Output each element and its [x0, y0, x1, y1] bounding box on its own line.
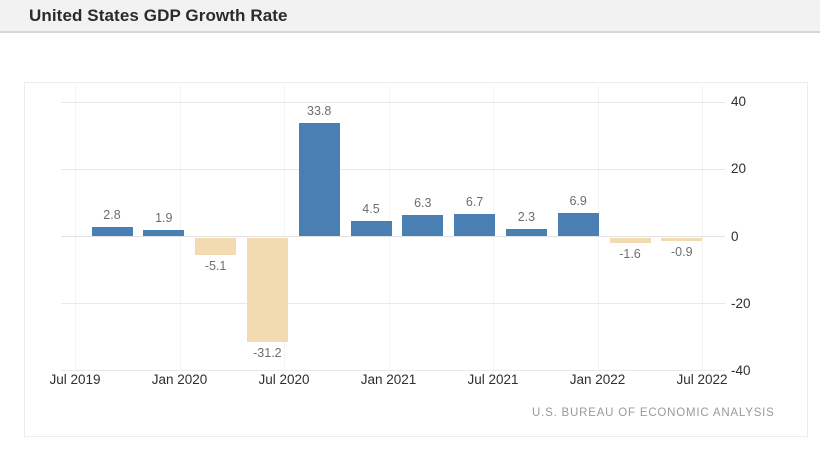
gdp-bar[interactable] — [661, 237, 703, 241]
bar-value-label: -5.1 — [204, 258, 227, 273]
gdp-bar[interactable] — [195, 237, 237, 255]
bar-value-label: -0.9 — [671, 244, 693, 259]
gdp-growth-bar-chart: Jul 2019 Jan 2020 Jul 2020 Jan 2021 Jul 2021… — [25, 83, 807, 436]
gridline-y — [61, 168, 725, 170]
gdp-bar[interactable] — [298, 123, 340, 237]
gridline-x — [75, 86, 76, 371]
gridline-y — [61, 303, 725, 305]
x-axis-label: Jan 2021 — [360, 372, 417, 387]
gdp-bar[interactable] — [557, 213, 599, 237]
bar-value-label: 4.5 — [362, 202, 380, 217]
gridline-x — [702, 86, 703, 371]
y-axis-label: 20 — [731, 161, 747, 177]
bar-value-label: 33.8 — [307, 104, 332, 119]
x-axis-label: Jan 2022 — [569, 372, 626, 387]
gridline-x — [284, 86, 285, 371]
gdp-bar[interactable] — [143, 230, 185, 237]
x-axis-label: Jul 2019 — [49, 372, 101, 387]
y-axis-label: 40 — [731, 94, 747, 110]
x-axis-label: Jul 2021 — [467, 372, 519, 387]
gridline-y — [61, 236, 725, 237]
gdp-bar[interactable] — [609, 237, 651, 243]
source-attribution: U.S. BUREAU OF ECONOMIC ANALYSIS — [532, 407, 775, 419]
bar-value-label: -31.2 — [253, 346, 282, 361]
chart-header: United States GDP Growth Rate — [0, 0, 820, 33]
bar-value-label: 6.7 — [465, 195, 484, 209]
gdp-bar[interactable] — [350, 221, 392, 237]
x-axis-label: Jan 2020 — [151, 372, 208, 387]
gridline-y — [61, 370, 725, 372]
bar-value-label: 2.3 — [517, 209, 536, 224]
y-axis-label: -40 — [731, 362, 751, 378]
y-axis-label: -20 — [731, 295, 751, 311]
x-axis-label: Jul 2022 — [676, 372, 728, 387]
x-axis-label: Jul 2020 — [258, 372, 310, 387]
bar-value-label: 6.3 — [414, 196, 432, 211]
gdp-bar[interactable] — [454, 214, 496, 237]
chart-card: Jul 2019 Jan 2020 Jul 2020 Jan 2021 Jul 2021… — [24, 82, 808, 437]
gridline-y — [61, 101, 725, 103]
gdp-bar[interactable] — [246, 237, 288, 343]
bar-value-label: 1.9 — [155, 211, 173, 226]
gdp-bar[interactable] — [505, 228, 547, 237]
bar-value-label: 6.9 — [569, 194, 587, 209]
bar-value-label: -1.6 — [619, 246, 641, 261]
bar-value-label: 2.8 — [103, 208, 121, 223]
gridline-x — [179, 86, 181, 371]
page-title: United States GDP Growth Rate — [29, 5, 288, 25]
gdp-bar[interactable] — [91, 227, 133, 237]
gdp-bar[interactable] — [402, 215, 444, 237]
y-axis-label: 0 — [731, 228, 739, 244]
